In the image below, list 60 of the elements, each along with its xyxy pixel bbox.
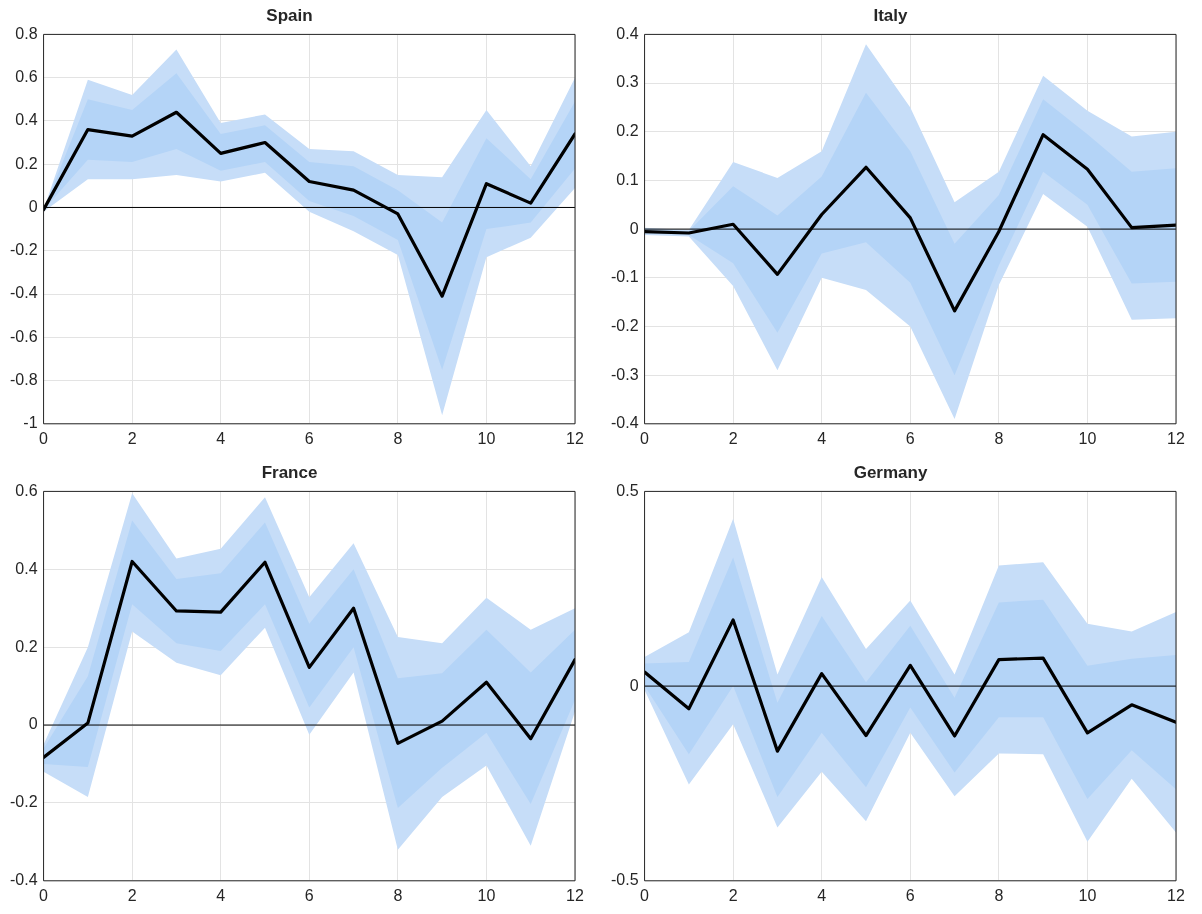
x-tick-label: 2 bbox=[127, 886, 137, 904]
chart-title: Italy bbox=[873, 5, 909, 25]
x-tick-label: 4 bbox=[817, 429, 827, 447]
y-tick-label: 0.2 bbox=[15, 637, 38, 655]
x-tick-label: 12 bbox=[1167, 429, 1185, 447]
x-tick-label: 8 bbox=[393, 886, 403, 904]
y-tick-label: -0.4 bbox=[9, 284, 38, 302]
x-tick-label: 12 bbox=[566, 429, 584, 447]
x-tick-label: 0 bbox=[640, 429, 650, 447]
x-tick-label: 8 bbox=[994, 429, 1004, 447]
y-tick-label: 0.2 bbox=[15, 154, 38, 172]
y-tick-label: -0.5 bbox=[610, 871, 639, 889]
y-tick-label: 0.6 bbox=[15, 481, 38, 499]
x-tick-label: 10 bbox=[477, 429, 496, 447]
y-tick-label: -1 bbox=[23, 414, 38, 432]
x-tick-label: 6 bbox=[905, 886, 915, 904]
x-tick-label: 0 bbox=[640, 886, 650, 904]
x-tick-label: 10 bbox=[1078, 886, 1097, 904]
x-tick-label: 4 bbox=[817, 886, 827, 904]
y-tick-label: -0.4 bbox=[9, 871, 38, 889]
x-tick-label: 8 bbox=[393, 429, 403, 447]
y-tick-label: 0.6 bbox=[15, 68, 38, 86]
y-tick-label: -0.2 bbox=[9, 241, 38, 259]
y-tick-label: -0.4 bbox=[610, 414, 639, 432]
y-tick-label: 0 bbox=[28, 197, 38, 215]
x-tick-label: 0 bbox=[39, 886, 49, 904]
x-tick-label: 6 bbox=[304, 886, 314, 904]
x-tick-label: 10 bbox=[1078, 429, 1097, 447]
y-tick-label: 0.3 bbox=[616, 73, 639, 91]
y-tick-label: 0.4 bbox=[616, 24, 639, 42]
y-tick-label: 0.8 bbox=[15, 24, 38, 42]
x-tick-label: 2 bbox=[728, 429, 738, 447]
x-tick-label: 2 bbox=[728, 886, 738, 904]
y-tick-label: 0.1 bbox=[616, 170, 639, 188]
y-tick-label: -0.2 bbox=[9, 793, 38, 811]
y-tick-label: -0.6 bbox=[9, 327, 38, 345]
x-tick-label: 6 bbox=[905, 429, 915, 447]
y-tick-label: -0.3 bbox=[610, 365, 639, 383]
x-tick-label: 2 bbox=[127, 429, 137, 447]
y-tick-label: 0 bbox=[629, 219, 639, 237]
x-tick-label: 0 bbox=[39, 429, 49, 447]
x-tick-label: 12 bbox=[566, 886, 584, 904]
x-tick-label: 4 bbox=[216, 886, 226, 904]
y-tick-label: 0.4 bbox=[15, 111, 38, 129]
x-tick-label: 6 bbox=[304, 429, 314, 447]
y-tick-label: 0.5 bbox=[616, 481, 639, 499]
chart-title: France bbox=[261, 462, 318, 482]
x-tick-label: 8 bbox=[994, 886, 1004, 904]
x-tick-label: 4 bbox=[216, 429, 226, 447]
x-tick-label: 12 bbox=[1167, 886, 1185, 904]
x-tick-label: 10 bbox=[477, 886, 496, 904]
y-tick-label: 0 bbox=[28, 715, 38, 733]
y-tick-label: 0 bbox=[629, 676, 639, 694]
y-tick-label: -0.1 bbox=[610, 268, 639, 286]
y-tick-label: 0.4 bbox=[15, 559, 38, 577]
y-tick-label: 0.2 bbox=[616, 122, 639, 140]
chart-title: Spain bbox=[266, 5, 313, 25]
y-tick-label: -0.2 bbox=[610, 316, 639, 334]
chart-title: Germany bbox=[853, 462, 928, 482]
y-tick-label: -0.8 bbox=[9, 370, 38, 388]
